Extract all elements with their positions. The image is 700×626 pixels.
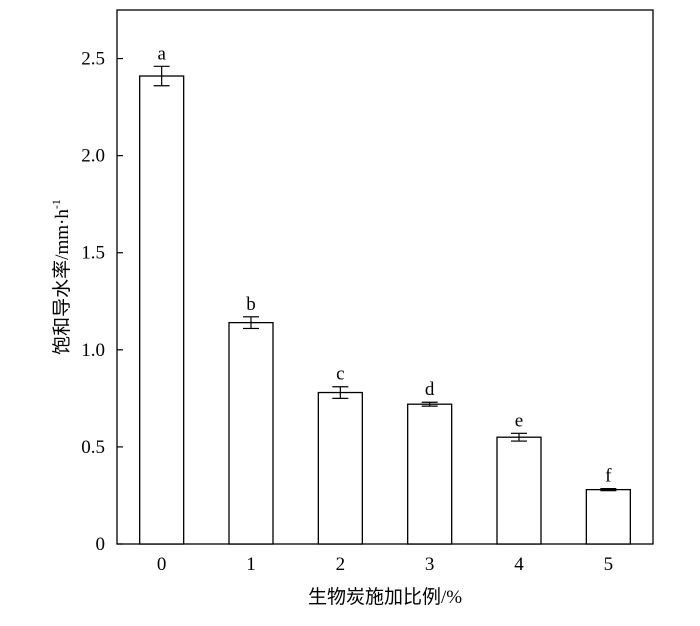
bar <box>496 436 542 545</box>
x-tick-label: 1 <box>246 554 256 575</box>
significance-letter: d <box>425 379 435 400</box>
bar <box>228 321 274 545</box>
significance-letter: a <box>157 43 166 64</box>
bar <box>407 403 453 545</box>
x-tick-label: 5 <box>604 554 614 575</box>
y-tick-label: 0.5 <box>81 437 105 458</box>
significance-letter: f <box>605 466 612 487</box>
bar <box>585 488 631 545</box>
y-tick-label: 0 <box>96 534 106 555</box>
y-axis-label-main: 饱和导水率/mm·h <box>51 209 73 355</box>
y-axis-label: 饱和导水率/mm·h-1 <box>49 199 73 355</box>
x-tick-label: 0 <box>157 554 167 575</box>
significance-letter: e <box>515 410 523 431</box>
y-tick-label: 1.0 <box>81 340 105 361</box>
y-axis-label-sup: -1 <box>49 199 63 209</box>
x-tick-label: 4 <box>514 554 524 575</box>
plot-frame <box>116 9 654 545</box>
y-tick-label: 1.5 <box>81 243 105 264</box>
x-axis-label: 生物炭施加比例/% <box>308 586 462 608</box>
x-tick-label: 3 <box>425 554 435 575</box>
bar <box>317 391 363 545</box>
significance-letter: c <box>336 364 344 385</box>
y-tick-label: 2.0 <box>81 146 105 167</box>
x-tick-label: 2 <box>336 554 346 575</box>
bar <box>139 75 185 545</box>
y-tick-label: 2.5 <box>81 49 105 70</box>
significance-letter: b <box>246 294 256 315</box>
